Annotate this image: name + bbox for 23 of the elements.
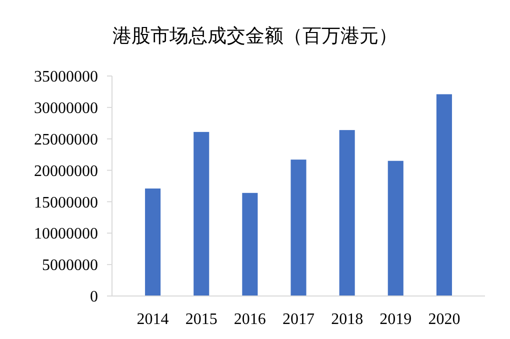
y-tick-label: 5000000 <box>42 257 98 274</box>
y-tick-label: 0 <box>90 288 98 306</box>
y-tick-label: 30000000 <box>34 100 98 118</box>
x-tick-label: 2014 <box>136 311 169 328</box>
y-tick-label: 15000000 <box>34 194 98 212</box>
bar <box>436 94 452 296</box>
x-tick-label: 2017 <box>282 311 314 328</box>
bar <box>145 188 161 296</box>
bar <box>194 132 210 296</box>
x-tick-label: 2015 <box>185 311 218 328</box>
bar <box>388 160 404 296</box>
x-tick-label: 2016 <box>234 311 266 328</box>
chart-title: 港股市场总成交金额（百万港元） <box>112 25 398 47</box>
bar <box>290 160 306 296</box>
bar <box>242 192 258 296</box>
y-tick-label: 20000000 <box>34 162 98 180</box>
y-tick-label: 35000000 <box>34 68 98 86</box>
y-tick-label: 10000000 <box>34 226 98 243</box>
bar <box>339 130 355 296</box>
y-tick-label: 25000000 <box>34 131 98 148</box>
x-tick-label: 2018 <box>331 311 364 328</box>
x-tick-label: 2019 <box>380 311 412 328</box>
x-tick-label: 2020 <box>428 311 460 328</box>
